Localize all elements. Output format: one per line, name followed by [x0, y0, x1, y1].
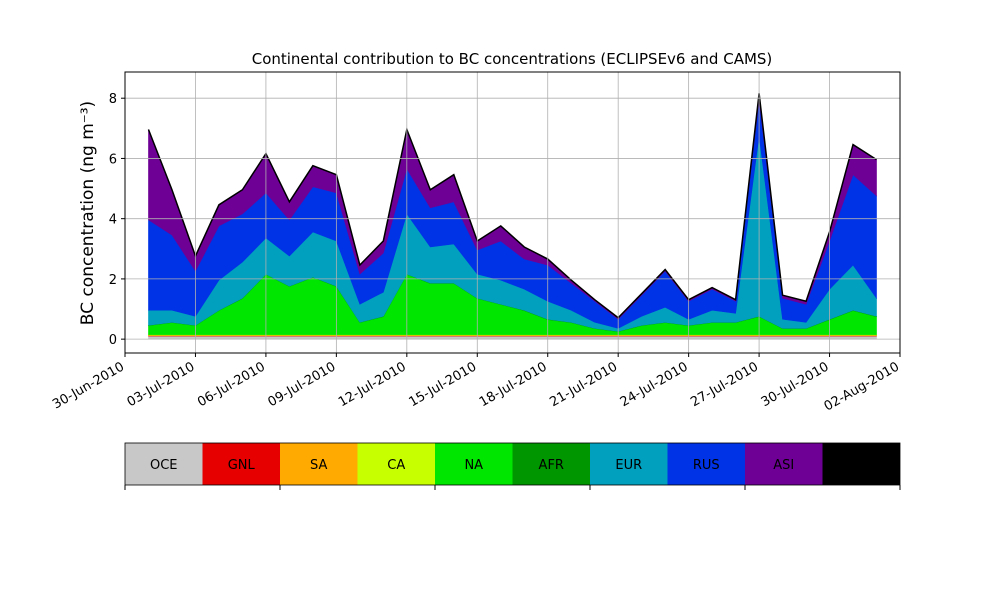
legend-label: ASI: [773, 458, 794, 473]
x-tick-label: 27-Jul-2010: [688, 359, 761, 410]
legend-label: OCE: [150, 458, 178, 473]
legend-label: EUR: [615, 458, 642, 473]
x-tick-label: 15-Jul-2010: [406, 359, 479, 410]
x-tick-label: 21-Jul-2010: [547, 359, 620, 410]
legend-label: CA: [387, 458, 405, 473]
legend-label: NA: [464, 458, 483, 473]
x-tick-label: 30-Jun-2010: [50, 359, 127, 412]
y-axis-label: BC concentration (ng m⁻³): [78, 101, 98, 325]
legend: OCE GNL SA CA NA AFR EUR RUS ASI AUS: [125, 443, 900, 490]
chart-title: Continental contribution to BC concentra…: [252, 50, 773, 68]
area: [148, 336, 876, 339]
legend-label: AFR: [539, 458, 564, 473]
y-tick-label: 8: [109, 92, 117, 107]
x-tick-label: 30-Jul-2010: [759, 359, 832, 410]
y-tick-label: 2: [109, 273, 117, 288]
x-tick-label: 06-Jul-2010: [195, 359, 268, 410]
x-tick-label: 09-Jul-2010: [266, 359, 339, 410]
legend-label: SA: [310, 458, 327, 473]
x-tick-label: 03-Jul-2010: [125, 359, 198, 410]
x-tick-label: 24-Jul-2010: [618, 359, 691, 410]
legend-label: GNL: [228, 458, 256, 473]
x-tick-label: 12-Jul-2010: [336, 359, 409, 410]
legend-label: AUS: [848, 458, 875, 473]
y-tick-label: 6: [109, 152, 117, 167]
plot-area: [148, 93, 876, 339]
x-tick-label: 02-Aug-2010: [822, 359, 902, 414]
y-tick-label: 0: [109, 333, 117, 348]
x-tick-label: 18-Jul-2010: [477, 359, 550, 410]
y-tick-label: 4: [109, 213, 117, 228]
legend-label: RUS: [693, 458, 720, 473]
